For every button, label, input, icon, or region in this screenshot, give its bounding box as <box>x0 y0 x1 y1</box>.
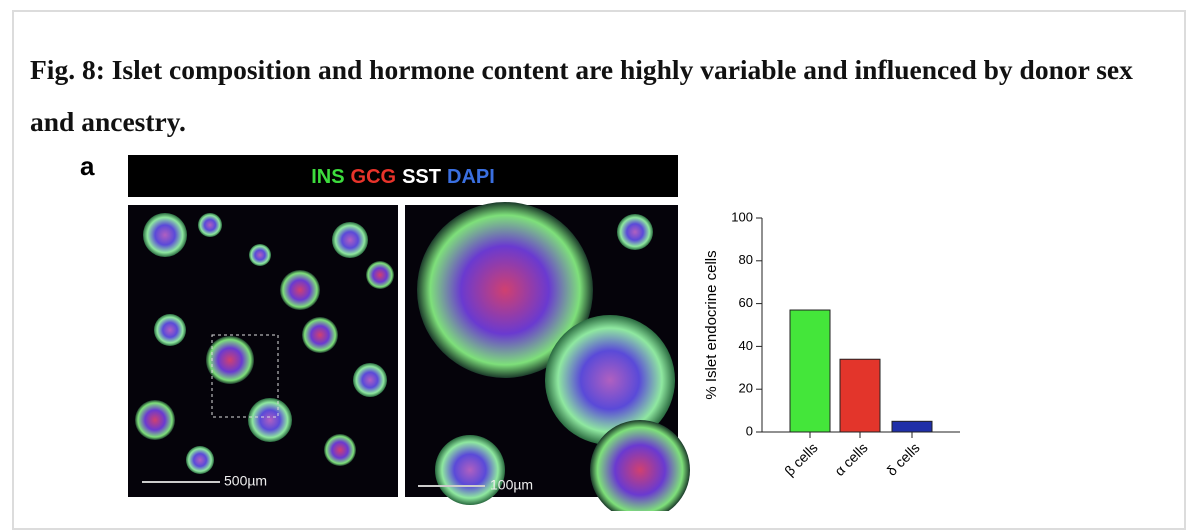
legend: INS GCG SST DAPI <box>311 166 495 188</box>
y-tick-label: 40 <box>739 338 753 353</box>
y-axis-label: % Islet endocrine cells <box>703 250 720 399</box>
y-tick-label: 100 <box>731 209 753 224</box>
page: Fig. 8: Islet composition and hormone co… <box>12 10 1186 530</box>
legend-item: GCG <box>351 166 397 188</box>
scale-bar-label: 100µm <box>490 477 533 493</box>
x-tick-label: β cells <box>781 439 821 479</box>
legend-item: INS <box>311 166 344 188</box>
micrograph-left: 500µm <box>128 205 398 497</box>
x-tick-label: α cells <box>831 439 871 479</box>
legend-bar <box>128 155 678 197</box>
x-tick-label: δ cells <box>883 439 922 478</box>
panel-label: a <box>80 151 95 181</box>
y-tick-label: 60 <box>739 295 753 310</box>
legend-item: DAPI <box>447 166 495 188</box>
figure-title: Fig. 8: Islet composition and hormone co… <box>30 54 1133 137</box>
y-tick-label: 0 <box>746 423 753 438</box>
bar <box>789 309 831 433</box>
bar <box>891 420 933 433</box>
micrograph-right: 100µm <box>405 202 690 511</box>
y-tick-label: 80 <box>739 252 753 267</box>
figure: a INS GCG SST DAPI 500µm 100µm % Islet endo… <box>80 151 960 511</box>
legend-item: SST <box>402 166 441 188</box>
bar <box>839 358 881 433</box>
y-tick-label: 20 <box>739 381 753 396</box>
scale-bar-label: 500µm <box>224 473 267 489</box>
